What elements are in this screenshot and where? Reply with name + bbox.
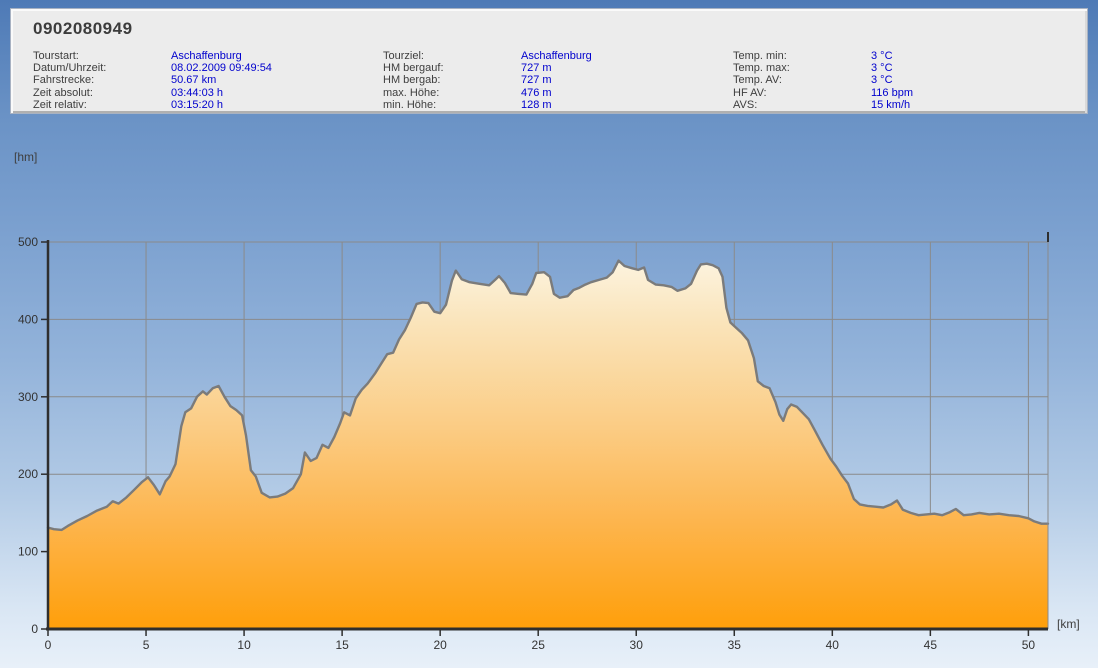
stat-row: Tourstart: Aschaffenburg	[33, 50, 272, 62]
x-tick-label: 45	[924, 638, 938, 652]
stat-row: HM bergab: 727 m	[383, 74, 592, 86]
stat-value: 3 °C	[871, 50, 893, 62]
stat-label: HF AV:	[733, 86, 767, 99]
x-tick-label: 30	[630, 638, 644, 652]
stats-column-temp-hf: Temp. min: 3 °C Temp. max: 3 °C Temp. AV: 3…	[733, 50, 913, 111]
stat-value: 727 m	[521, 62, 552, 75]
stat-value: 03:15:20 h	[171, 98, 223, 111]
stat-label: Zeit relativ:	[33, 98, 87, 111]
stat-label: Tourstart:	[33, 50, 79, 62]
x-tick-label: 35	[728, 638, 742, 652]
stat-label: max. Höhe:	[383, 86, 440, 99]
x-tick-label: 20	[433, 638, 447, 652]
stat-label: min. Höhe:	[383, 98, 437, 111]
stat-value: 03:44:03 h	[171, 86, 223, 99]
y-tick-label: 300	[18, 390, 38, 404]
stat-value: 727 m	[521, 74, 552, 87]
elevation-area	[48, 260, 1048, 629]
y-tick-label: 100	[18, 545, 38, 559]
stat-row: Temp. min: 3 °C	[733, 50, 913, 62]
stat-row: Zeit absolut: 03:44:03 h	[33, 87, 272, 99]
stat-value: 50.67 km	[171, 74, 217, 87]
stat-row: Tourziel: Aschaffenburg	[383, 50, 592, 62]
stat-row: Temp. max: 3 °C	[733, 62, 913, 74]
x-tick-label: 25	[532, 638, 546, 652]
stat-row: Datum/Uhrzeit: 08.02.2009 09:49:54	[33, 62, 272, 74]
stat-label: AVS:	[733, 98, 758, 111]
stat-row: Fahrstrecke: 50.67 km	[33, 74, 272, 86]
x-tick-label: 10	[237, 638, 251, 652]
stat-value: Aschaffenburg	[171, 50, 242, 62]
y-tick-label: 500	[18, 235, 38, 249]
stat-value: 15 km/h	[871, 98, 911, 111]
stat-label: Temp. max:	[733, 62, 790, 75]
y-tick-label: 0	[31, 622, 38, 636]
stat-label: Tourziel:	[383, 50, 424, 62]
stat-row: Temp. AV: 3 °C	[733, 74, 913, 86]
x-axis-unit-label: [km]	[1057, 617, 1080, 631]
stat-value: 128 m	[521, 98, 552, 111]
stat-row: AVS: 15 km/h	[733, 99, 913, 111]
stat-row: Zeit relativ: 03:15:20 h	[33, 99, 272, 111]
x-tick-label: 40	[826, 638, 840, 652]
stats-column-start: Tourstart: Aschaffenburg Datum/Uhrzeit: 08…	[33, 50, 272, 111]
x-tick-label: 5	[143, 638, 150, 652]
stat-label: Datum/Uhrzeit:	[33, 62, 107, 75]
stat-value: 476 m	[521, 86, 552, 99]
stat-value: 3 °C	[871, 62, 893, 75]
x-tick-label: 0	[45, 638, 52, 652]
stat-row: HM bergauf: 727 m	[383, 62, 592, 74]
stat-value: 116 bpm	[871, 86, 913, 99]
y-tick-label: 400	[18, 312, 38, 326]
y-tick-label: 200	[18, 467, 38, 481]
stat-value: Aschaffenburg	[521, 50, 592, 62]
stat-label: HM bergauf:	[383, 62, 444, 75]
tour-title: 0902080949	[33, 19, 133, 38]
x-tick-label: 15	[335, 638, 349, 652]
stat-value: 08.02.2009 09:49:54	[171, 62, 272, 75]
elevation-line	[46, 259, 1050, 532]
stat-row: max. Höhe: 476 m	[383, 87, 592, 99]
stat-row: HF AV: 116 bpm	[733, 87, 913, 99]
stat-row: min. Höhe: 128 m	[383, 99, 592, 111]
tour-info-panel: 0902080949 Tourstart: Aschaffenburg Datum…	[10, 8, 1088, 114]
stat-label: Fahrstrecke:	[33, 74, 95, 87]
stat-label: Temp. min:	[733, 50, 787, 62]
y-axis-unit-label: [hm]	[14, 150, 37, 164]
stat-label: Temp. AV:	[733, 74, 782, 87]
stat-label: HM bergab:	[383, 74, 441, 87]
stats-column-elevation: Tourziel: Aschaffenburg HM bergauf: 727 m …	[383, 50, 592, 111]
x-tick-label: 50	[1022, 638, 1036, 652]
stat-label: Zeit absolut:	[33, 86, 93, 99]
stat-value: 3 °C	[871, 74, 893, 87]
